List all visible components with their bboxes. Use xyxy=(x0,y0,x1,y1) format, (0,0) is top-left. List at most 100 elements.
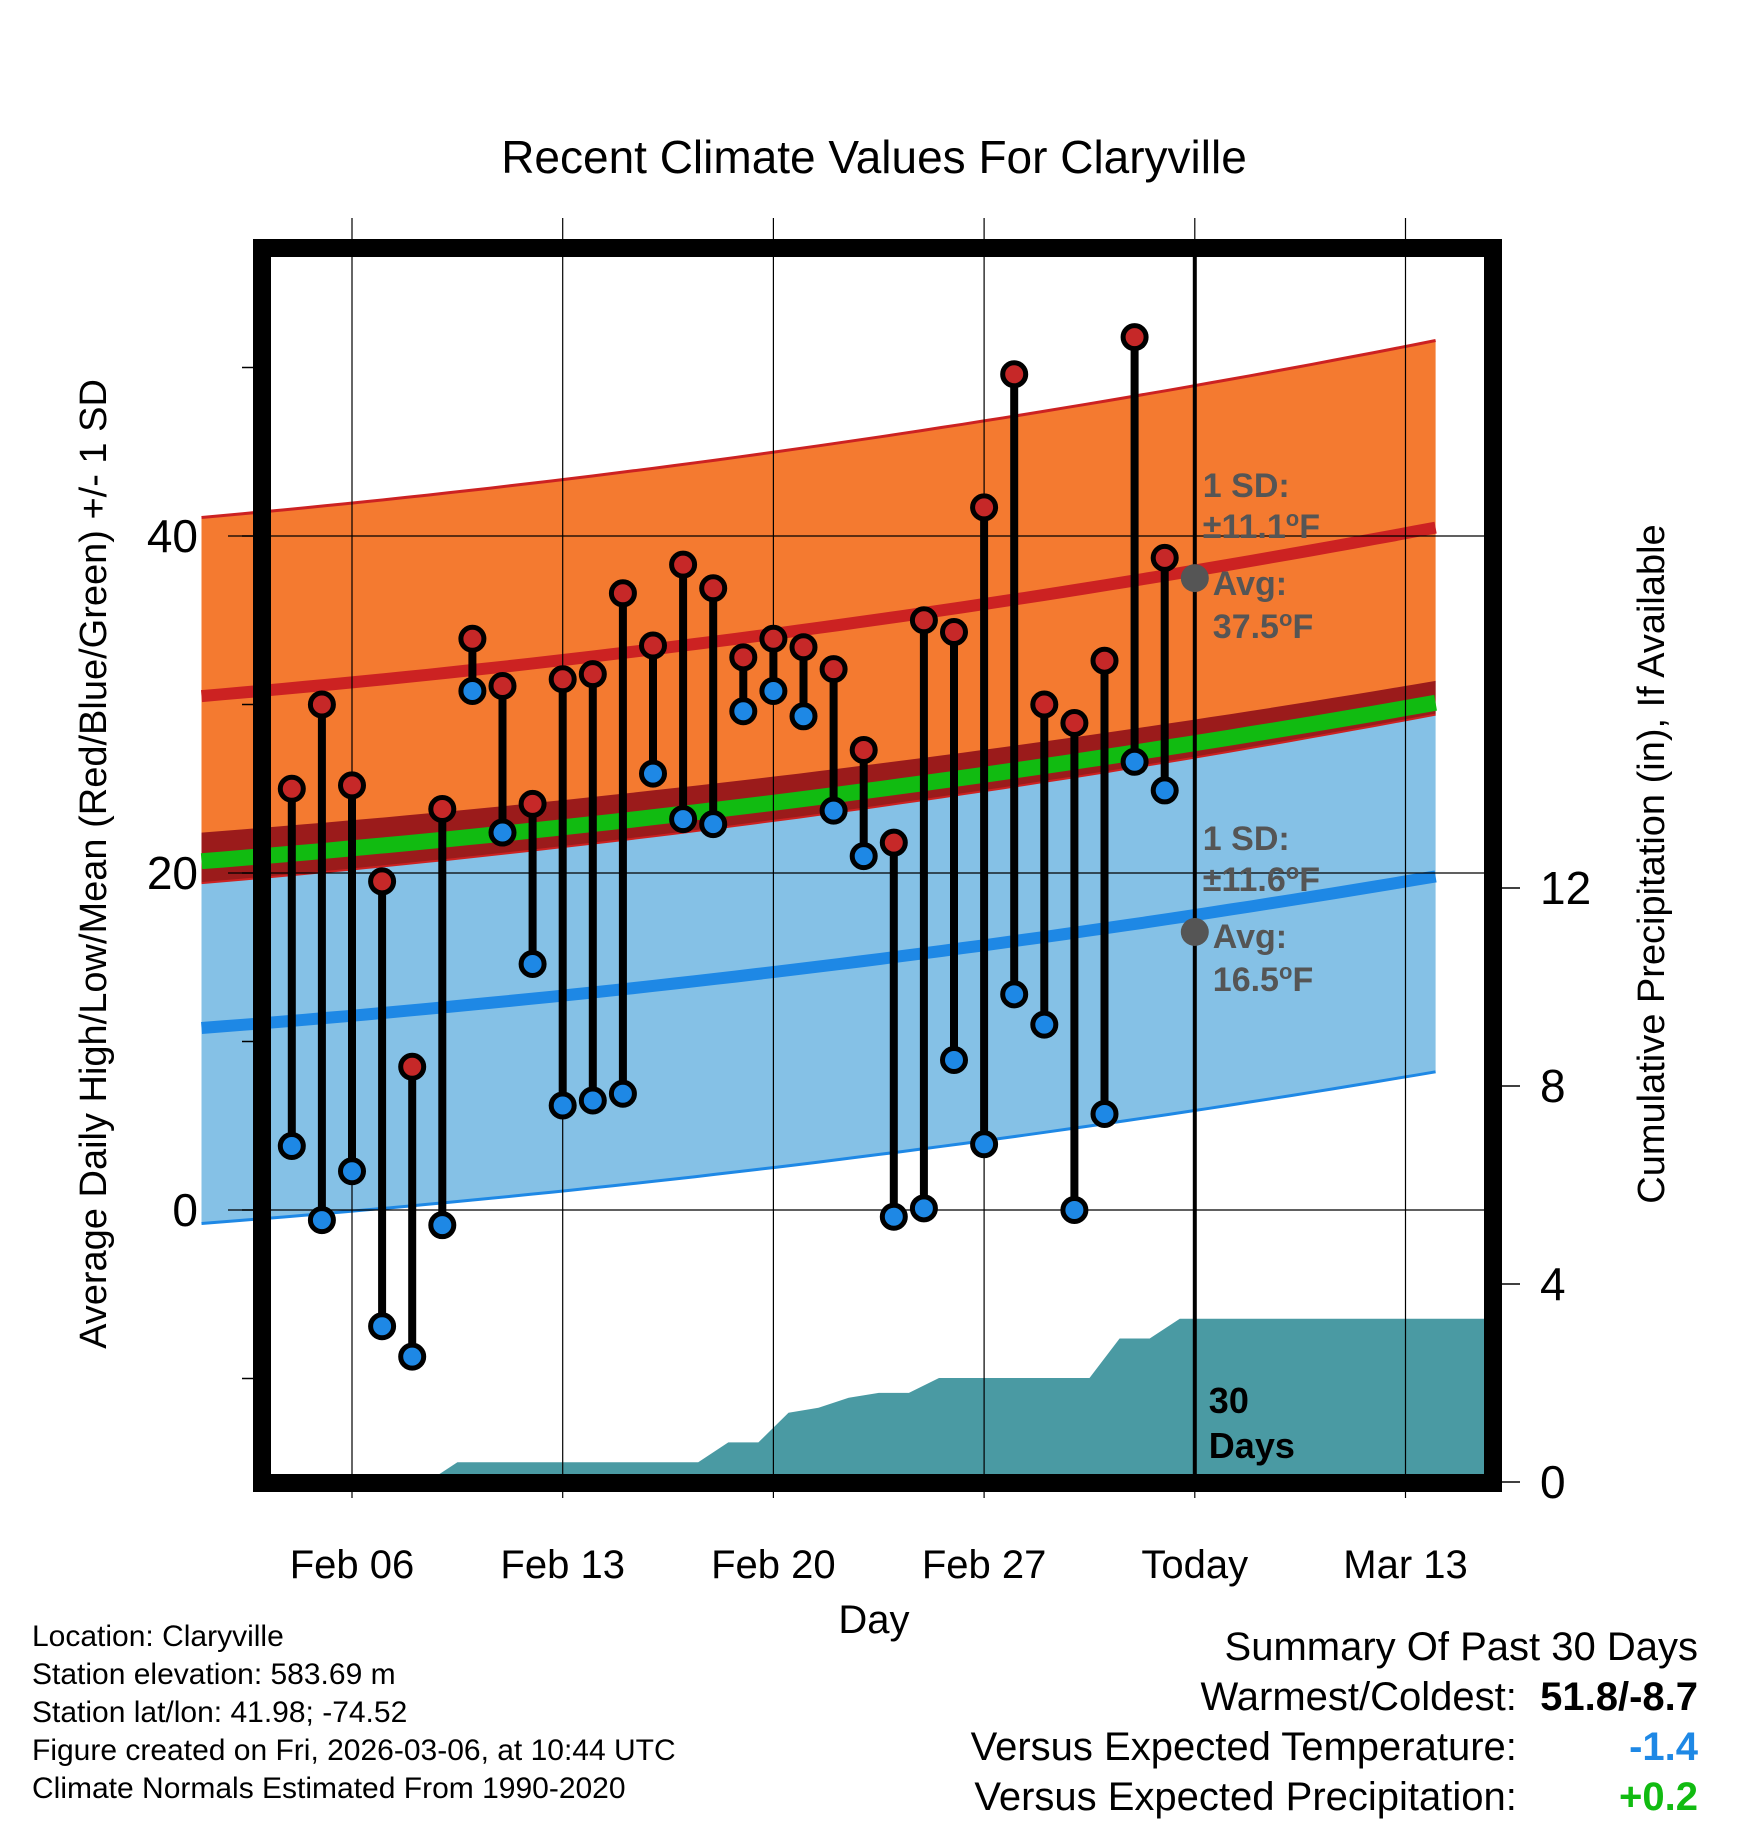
low-point xyxy=(1000,980,1029,1009)
expected-precip-value: +0.2 xyxy=(1619,1775,1698,1819)
high-point xyxy=(849,735,878,764)
low-point xyxy=(909,1194,938,1223)
high-point xyxy=(578,660,607,689)
summary-panel: Summary Of Past 30 Days Warmest/Coldest:… xyxy=(971,1622,1698,1822)
y2-tick-label: 8 xyxy=(1540,1060,1566,1112)
plot-border xyxy=(253,239,1502,1492)
low-point xyxy=(759,677,788,706)
high-point xyxy=(368,867,397,896)
low-point xyxy=(307,1206,336,1235)
low-point xyxy=(338,1157,366,1186)
station-info: Location: Claryville Station elevation: … xyxy=(32,1618,676,1808)
low-point xyxy=(1150,776,1179,805)
low-point xyxy=(1120,747,1149,776)
high-point xyxy=(1120,323,1149,352)
axes: 0 20 40 0 4 8 12 Feb 06 Feb 13 Feb 20 Feb 27 Today M… xyxy=(73,366,1673,1642)
elevation-text: Station elevation: 583.69 m xyxy=(32,1658,396,1691)
low-point xyxy=(729,697,758,726)
low-lower-line xyxy=(201,1070,1436,1225)
precip-area xyxy=(367,1318,1494,1482)
days-label: Days xyxy=(1209,1425,1295,1466)
low-point xyxy=(398,1342,427,1371)
days-count: 30 xyxy=(1209,1380,1249,1421)
latlon-text: Station lat/lon: 41.98; -74.52 xyxy=(32,1696,408,1729)
high-point xyxy=(1000,360,1029,389)
low-point xyxy=(277,1131,306,1160)
high-point xyxy=(1030,690,1059,719)
high-normal-line xyxy=(200,521,1437,703)
high-point xyxy=(909,606,938,635)
low-point xyxy=(488,818,517,847)
low-point xyxy=(1030,1010,1059,1039)
normals-text: Climate Normals Estimated From 1990-2020 xyxy=(32,1772,626,1805)
expected-temp-label: Versus Expected Temperature: xyxy=(970,1725,1517,1769)
y2-tick-label: 4 xyxy=(1540,1258,1566,1310)
y2-axis-title: Cumulative Precipitation (in), If Availa… xyxy=(1631,524,1673,1203)
high-sd-value: ±11.1oF xyxy=(1203,506,1320,546)
low-point xyxy=(428,1211,457,1240)
location-text: Location: Claryville xyxy=(32,1620,284,1653)
x-tick-label: Mar 13 xyxy=(1343,1543,1468,1587)
low-point xyxy=(819,796,848,825)
high-upper-line xyxy=(201,339,1436,519)
low-point xyxy=(940,1046,968,1075)
x-tick-label: Feb 06 xyxy=(290,1543,415,1587)
precipitation-area xyxy=(367,1318,1494,1482)
created-text: Figure created on Fri, 2026-03-06, at 10… xyxy=(32,1734,676,1767)
high-avg-marker xyxy=(1180,564,1209,593)
plot-frame xyxy=(253,239,1502,1492)
low-point xyxy=(548,1091,577,1120)
low-point xyxy=(458,677,487,706)
warmest-coldest-value: 51.8/-8.7 xyxy=(1540,1675,1698,1719)
high-point xyxy=(518,789,547,818)
x-tick-label: Feb 20 xyxy=(711,1543,836,1587)
high-point xyxy=(338,771,366,800)
low-point xyxy=(518,949,547,978)
high-point xyxy=(1090,646,1119,675)
low-point xyxy=(789,702,818,731)
high-point xyxy=(940,618,968,647)
high-point xyxy=(398,1052,427,1081)
low-point xyxy=(639,759,667,788)
low-sd-value: ±11.6oF xyxy=(1203,859,1320,899)
y-tick-label: 20 xyxy=(147,847,198,899)
high-point xyxy=(488,671,517,700)
high-point xyxy=(789,633,818,662)
chart-title: Recent Climate Values For Claryville xyxy=(501,131,1247,183)
low-sd-label: 1 SD: xyxy=(1203,820,1290,858)
high-point xyxy=(729,643,758,672)
high-point xyxy=(277,774,306,803)
high-lower-line xyxy=(201,713,1436,885)
expected-temp-value: -1.4 xyxy=(1629,1725,1698,1769)
low-avg-label: Avg: xyxy=(1213,918,1287,956)
high-point xyxy=(879,828,908,857)
high-sd-label: 1 SD: xyxy=(1203,467,1290,505)
high-point xyxy=(307,690,336,719)
high-point xyxy=(669,550,698,579)
high-point xyxy=(608,579,637,608)
low-avg-marker xyxy=(1180,917,1209,946)
high-point xyxy=(1150,543,1179,572)
high-point xyxy=(548,665,577,694)
low-point xyxy=(578,1086,607,1115)
high-point xyxy=(970,493,999,522)
low-point xyxy=(368,1312,397,1341)
y2-tick-label: 0 xyxy=(1540,1456,1566,1508)
daily-range-bars xyxy=(277,323,1179,1371)
high-point xyxy=(1060,709,1089,738)
low-normal-line xyxy=(201,870,1437,1034)
mean-normal-line xyxy=(200,694,1437,870)
x-tick-label: Feb 13 xyxy=(500,1543,625,1587)
high-point xyxy=(819,655,848,684)
low-point xyxy=(608,1079,637,1108)
low-point xyxy=(849,842,878,871)
high-point xyxy=(458,624,487,653)
low-avg-value: 16.5oF xyxy=(1213,959,1313,999)
high-point xyxy=(428,794,457,823)
low-point xyxy=(699,810,728,839)
low-point xyxy=(879,1202,908,1231)
high-point xyxy=(759,624,788,653)
low-point xyxy=(669,805,698,834)
x-tick-label: Feb 27 xyxy=(922,1543,1047,1587)
